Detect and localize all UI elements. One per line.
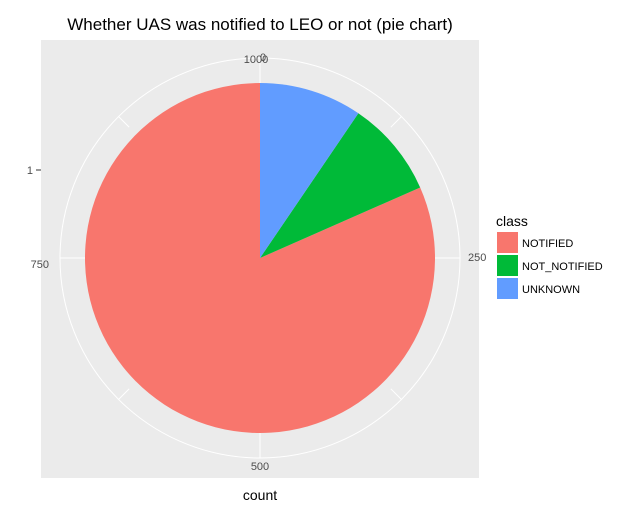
legend-key [497,255,518,276]
pie-slice-not-notified [260,113,421,259]
legend-key [497,278,518,299]
theta-tick-label: 750 [31,259,49,271]
legend-key [497,232,518,253]
theta-tick-label: 0 [260,52,266,64]
pie-slices [84,83,435,433]
y-tick-label: 1 [27,165,33,177]
pie-slice-unknown [260,83,359,258]
chart-title: Whether UAS was notified to LEO or not (… [67,15,453,34]
legend-label: NOT_NOTIFIED [522,261,603,273]
legend-label: UNKNOWN [522,284,580,296]
grid-minor-spoke [118,116,130,128]
theta-tick-label: 1000 [244,54,268,66]
x-axis-title: count [243,487,277,503]
legend-title: class [496,213,528,229]
theta-tick-label: 250 [468,252,486,264]
legend-label: NOTIFIED [522,238,573,250]
grid-minor-spoke [390,388,402,400]
theta-ticks: 0 250 500 750 1000 [31,52,487,473]
grid-minor-spoke [390,116,402,128]
legend: class NOTIFIED NOT_NOTIFIED UNKNOWN [496,213,603,299]
theta-tick-label: 500 [251,461,269,473]
grid-minor-spoke [118,388,130,400]
